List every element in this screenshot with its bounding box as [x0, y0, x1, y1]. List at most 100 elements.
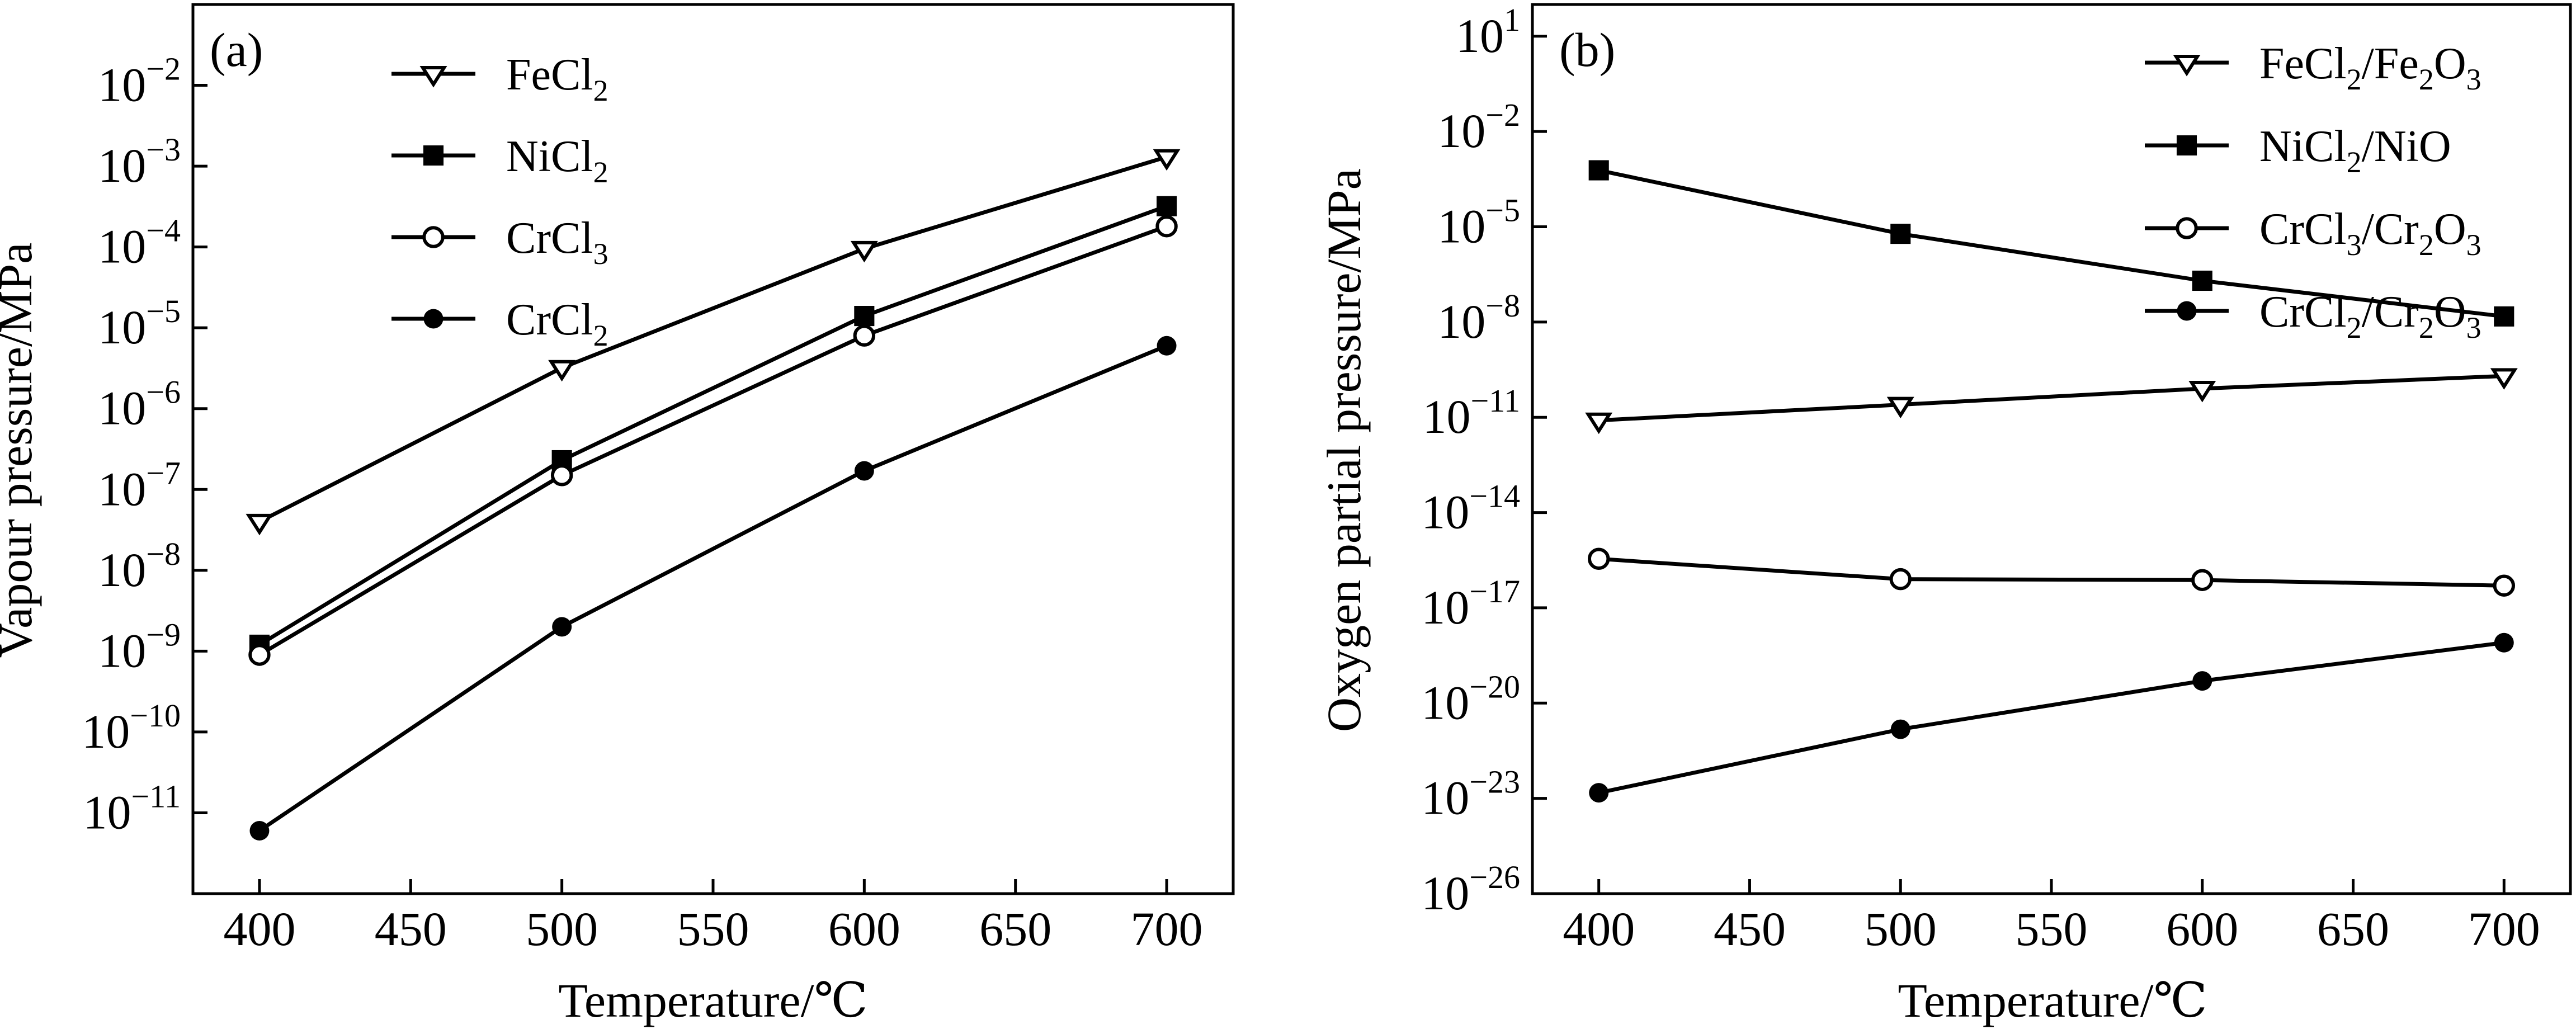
marker-circle-open	[2191, 569, 2214, 591]
series-crcl3	[248, 215, 1178, 666]
x-axis-label: Temperature/℃	[1898, 974, 2207, 1027]
marker-circle-open	[853, 324, 876, 347]
x-tick-label: 450	[375, 902, 447, 956]
marker-triangle-open	[419, 66, 447, 88]
y-tick-label: 101	[1456, 2, 1520, 63]
marker-triangle-open	[548, 360, 576, 382]
marker-square-filled	[423, 145, 444, 166]
marker-square-filled	[2192, 270, 2212, 291]
y-tick-label: 10−14	[1421, 478, 1520, 539]
legend-label: NiCl2	[506, 132, 608, 189]
series-crcl3-cr2o3	[1587, 547, 2516, 597]
series-line	[1598, 556, 2504, 588]
legend-label: CrCl3	[506, 214, 608, 271]
y-axis-label: Oxygen partial pressure/MPa	[1317, 168, 1371, 732]
marker-circle-open	[2493, 574, 2516, 597]
x-tick-label: 700	[2468, 902, 2540, 956]
y-tick-label: 10−8	[98, 536, 181, 597]
series-fecl2-fe2o3	[1585, 368, 2518, 435]
y-tick-label: 10−7	[98, 455, 181, 516]
marker-circle-open	[1587, 547, 1610, 570]
marker-circle-filled	[854, 461, 874, 481]
marker-circle-filled	[2177, 301, 2197, 321]
marker-square-filled	[1588, 160, 1609, 181]
x-tick-label: 550	[677, 902, 749, 956]
x-tick-label: 400	[1563, 902, 1635, 956]
legend-item: CrCl3/Cr2O3	[2145, 205, 2481, 262]
series-crcl2	[249, 336, 1177, 841]
panel-label: (a)	[210, 23, 263, 77]
x-tick-label: 500	[1865, 902, 1937, 956]
legend-item: FeCl2	[391, 50, 608, 107]
x-tick-label: 700	[1131, 902, 1203, 956]
chart-panel-a: 400 450 500 550 600 650 700 10−11 10−10 10−9 10−8 1…	[0, 3, 1235, 1027]
y-tick-label: 10−3	[98, 131, 181, 192]
marker-triangle-open	[850, 240, 878, 263]
series-line	[258, 204, 1168, 646]
series-fecl2	[246, 149, 1181, 536]
y-tick-label: 10−17	[1421, 573, 1520, 634]
y-tick-label: 10−20	[1421, 668, 1520, 729]
marker-triangle-open	[1153, 149, 1181, 171]
y-tick-label: 10−4	[98, 213, 181, 273]
marker-circle-open	[550, 464, 573, 487]
marker-triangle-open	[1886, 396, 1914, 419]
legend-item: NiCl2	[391, 132, 608, 189]
marker-triangle-open	[2173, 55, 2201, 77]
marker-square-filled	[854, 306, 875, 327]
y-tick-label: 10−2	[1437, 97, 1520, 158]
legend-label: CrCl2	[506, 295, 608, 352]
y-tick-label: 10−11	[1422, 383, 1520, 443]
marker-square-filled	[1156, 196, 1177, 216]
marker-circle-filled	[2494, 632, 2514, 653]
marker-circle-open	[2176, 217, 2198, 239]
marker-circle-filled	[1890, 719, 1910, 739]
x-tick-label: 600	[2166, 902, 2238, 956]
marker-triangle-open	[1585, 412, 1613, 435]
marker-circle-filled	[2192, 671, 2212, 691]
x-tick-label: 650	[979, 902, 1051, 956]
marker-triangle-open	[2490, 368, 2518, 390]
y-tick-label: 10−23	[1421, 764, 1520, 825]
marker-circle-filled	[1589, 783, 1609, 803]
marker-square-filled	[1890, 224, 1911, 244]
marker-circle-filled	[249, 821, 270, 841]
series-line	[258, 344, 1168, 833]
legend-item: NiCl2/NiO	[2145, 122, 2451, 179]
legend-label: NiCl2/NiO	[2259, 122, 2451, 179]
legend-item: CrCl2	[391, 295, 608, 352]
x-tick-label: 550	[2016, 902, 2088, 956]
series-line	[258, 224, 1168, 657]
y-tick-label: 10−6	[98, 374, 181, 435]
y-tick-label: 10−2	[98, 51, 181, 112]
panel-label: (b)	[1559, 23, 1615, 77]
marker-triangle-open	[2188, 380, 2216, 403]
series-nicl2-nio	[1588, 160, 2514, 327]
chart-panel-b: 400 450 500 550 600 650 700 10−26 10−23 10−20 10−1…	[1317, 2, 2572, 1027]
series-line	[1598, 374, 2504, 423]
marker-square-filled	[2494, 306, 2514, 327]
legend-item: CrCl2/Cr2O3	[2145, 287, 2481, 344]
marker-circle-filled	[423, 309, 444, 329]
x-tick-label: 600	[828, 902, 900, 956]
series-line	[258, 155, 1168, 523]
x-tick-label: 500	[526, 902, 598, 956]
y-tick-label: 10−5	[98, 293, 181, 354]
y-tick-label: 10−11	[83, 778, 181, 839]
y-tick-label: 10−9	[98, 616, 181, 677]
plot-frame	[191, 3, 1235, 895]
legend-label: CrCl3/Cr2O3	[2259, 205, 2481, 262]
y-axis-label: Vapour pressure/MPa	[0, 243, 42, 658]
series-line	[1598, 640, 2504, 795]
x-tick-label: 450	[1714, 902, 1786, 956]
x-axis-label: Temperature/℃	[558, 974, 867, 1027]
marker-circle-filled	[1157, 336, 1177, 356]
marker-circle-open	[422, 226, 445, 248]
legend-item: CrCl3	[391, 214, 608, 271]
series-line	[1598, 168, 2504, 319]
marker-circle-open	[1889, 568, 1912, 591]
y-tick-label: 10−10	[82, 697, 181, 758]
series-crcl2-cr2o3	[1589, 632, 2514, 803]
y-tick-label: 10−26	[1421, 859, 1520, 920]
